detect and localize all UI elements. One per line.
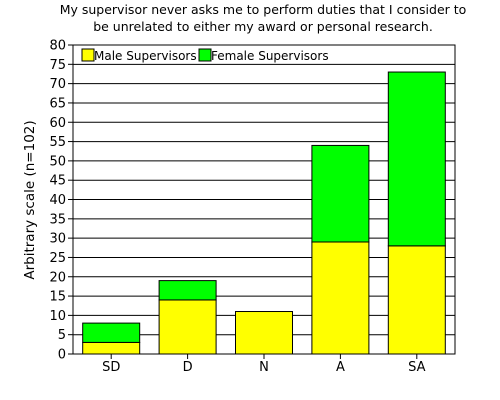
chart-title-line-2: be unrelated to either my award or perso…	[93, 19, 433, 34]
bar-sd-series-0	[82, 341, 141, 355]
y-tick-label: 60	[49, 116, 66, 131]
y-tick-label: 0	[58, 348, 66, 363]
chart-title: My supervisor never asks me to perform d…	[60, 2, 467, 34]
bar-n-series-0	[235, 311, 293, 355]
chart-title-line-1: My supervisor never asks me to perform d…	[60, 2, 467, 17]
x-tick-label: SD	[102, 360, 120, 375]
y-axis-ticks: 0 5 10 15 20 25 30 35 40 45 50 55 60 65 70 75 80	[49, 39, 73, 363]
y-tick-label: 10	[49, 309, 66, 324]
legend-label-series-0: Male Supervisors	[94, 49, 197, 63]
y-tick-label: 55	[49, 135, 66, 150]
y-tick-label: 40	[49, 193, 66, 208]
y-tick-label: 15	[49, 290, 66, 305]
bar-a-series-1	[311, 144, 370, 243]
y-tick-label: 30	[49, 232, 66, 247]
x-tick-label: D	[183, 360, 193, 375]
x-tick-label: A	[336, 360, 345, 375]
x-axis-ticks: SD D N A SA	[102, 354, 426, 375]
y-axis-title: Arbitrary scale (n=102)	[22, 120, 38, 279]
y-tick-label: 20	[49, 270, 66, 285]
y-tick-label: 70	[49, 77, 66, 92]
y-tick-label: 80	[49, 39, 66, 54]
x-tick-label: N	[259, 360, 269, 375]
bar-sd-series-1	[82, 322, 141, 343]
y-tick-label: 45	[49, 174, 66, 189]
y-tick-label: 75	[49, 58, 66, 73]
y-tick-label: 5	[58, 328, 66, 343]
bars	[82, 71, 446, 355]
legend-swatch-series-1	[198, 48, 212, 62]
y-tick-label: 35	[49, 212, 66, 227]
y-tick-label: 25	[49, 251, 66, 266]
x-tick-label: SA	[408, 360, 425, 375]
bar-d-series-1	[158, 280, 217, 301]
legend-swatch-series-0	[81, 48, 95, 62]
legend: Male Supervisors Female Supervisors	[81, 48, 329, 63]
y-tick-label: 50	[49, 154, 66, 169]
y-tick-label: 65	[49, 96, 66, 111]
bar-a-series-0	[311, 241, 370, 355]
bar-sa-series-1	[387, 71, 446, 247]
bar-sa-series-0	[387, 245, 446, 355]
legend-label-series-1: Female Supervisors	[211, 49, 329, 63]
bar-d-series-0	[158, 299, 217, 355]
